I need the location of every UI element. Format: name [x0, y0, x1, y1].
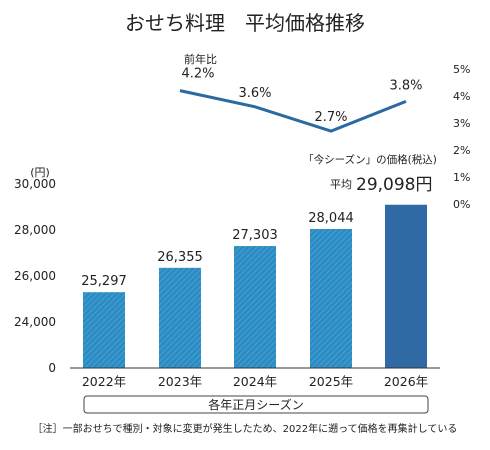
bar-2025年 — [310, 228, 352, 368]
yoy-axis: 0% 1% 2% 3% 4% 5% — [453, 63, 470, 211]
y-tick-label: 0 — [48, 361, 56, 375]
y-axis: 0 24,000 26,000 28,000 30,000 — [14, 177, 56, 375]
x-axis-caption: 各年正月シーズン — [208, 397, 303, 412]
footnote: ［注］一部おせちで種別・対象に変更が発生したため、2022年に遡って価格を再集計… — [33, 422, 458, 435]
chart-title: おせち料理 平均価格推移 — [125, 11, 365, 35]
x-tick-label: 2022年 — [82, 374, 126, 389]
x-tick-label: 2024年 — [233, 374, 277, 389]
bar-2022年 — [83, 292, 125, 368]
highlight-note: 「今シーズン」の価格(税込) — [303, 153, 437, 166]
yoy-tick-label: 3% — [453, 117, 470, 130]
x-tick-label: 2026年 — [384, 374, 428, 389]
bar-2024年 — [234, 246, 276, 368]
yoy-value-labels: 4.2% 3.6% 2.7% 3.8% — [181, 67, 422, 126]
bar-value-label: 28,044 — [308, 211, 354, 226]
bar-2023年 — [159, 267, 201, 368]
yoy-tick-label: 4% — [453, 90, 470, 103]
yoy-value-label: 3.8% — [389, 78, 422, 93]
yoy-value-label: 2.7% — [314, 110, 347, 125]
yoy-value-label: 4.2% — [181, 67, 214, 82]
y-tick-label: 24,000 — [14, 315, 56, 329]
y-tick-label: 28,000 — [14, 223, 56, 237]
highlight-value: 29,098円 — [356, 175, 432, 195]
x-axis-caption-box — [83, 395, 429, 414]
yoy-line — [179, 89, 407, 133]
yoy-tick-label: 0% — [453, 198, 470, 211]
yoy-tick-label: 2% — [453, 144, 470, 157]
yoy-line-panel: 前年比 0% 1% 2% 3% 4% 5% 4.2% 3.6% 2.7% 3.8% — [179, 52, 470, 211]
bar-value-label: 27,303 — [232, 228, 278, 243]
y-axis-unit: (円) — [30, 166, 50, 179]
highlight-prefix: 平均 — [330, 178, 352, 191]
bars — [83, 204, 427, 368]
x-tick-labels: 2022年 2023年 2024年 2025年 2026年 — [82, 374, 428, 389]
bar-value-label: 25,297 — [81, 274, 127, 289]
bar-value-label: 26,355 — [157, 250, 203, 265]
y-tick-label: 26,000 — [14, 269, 56, 283]
bar-chart-panel: (円) 0 24,000 26,000 28,000 30,000 25,297 26,3… — [14, 153, 440, 389]
yoy-series-label: 前年比 — [184, 52, 217, 66]
yoy-value-label: 3.6% — [238, 86, 271, 101]
yoy-tick-label: 1% — [453, 171, 470, 184]
yoy-tick-label: 5% — [453, 63, 470, 76]
bar-value-labels: 25,297 26,355 27,303 28,044 — [81, 211, 354, 289]
y-tick-label: 30,000 — [14, 177, 56, 191]
bar-2026年 — [385, 204, 427, 368]
x-tick-label: 2023年 — [158, 374, 202, 389]
x-tick-label: 2025年 — [309, 374, 353, 389]
